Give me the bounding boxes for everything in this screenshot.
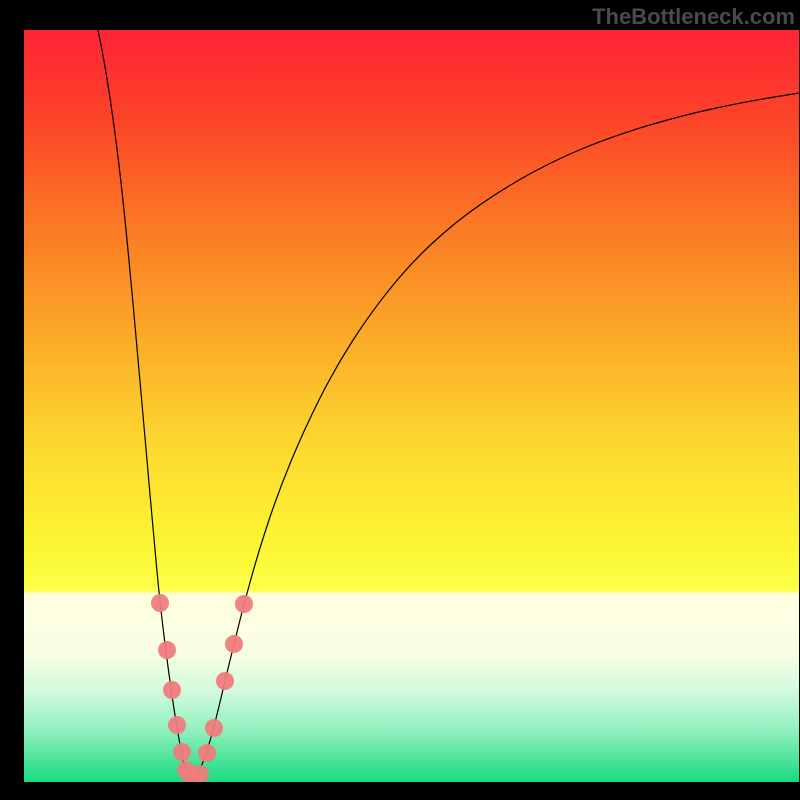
right-marker — [225, 635, 243, 653]
source-url-label: TheBottleneck.com — [592, 4, 795, 30]
chart-container: TheBottleneck.com — [0, 0, 800, 800]
right-marker — [235, 595, 253, 613]
left-marker — [151, 594, 169, 612]
right-marker — [198, 744, 216, 762]
left-marker — [163, 681, 181, 699]
plot-svg — [24, 30, 799, 782]
right-marker — [205, 719, 223, 737]
right-marker — [216, 672, 234, 690]
left-marker — [158, 641, 176, 659]
gradient-background — [24, 30, 799, 782]
left-marker — [168, 716, 186, 734]
left-marker — [173, 743, 191, 761]
plot-area — [24, 30, 799, 782]
